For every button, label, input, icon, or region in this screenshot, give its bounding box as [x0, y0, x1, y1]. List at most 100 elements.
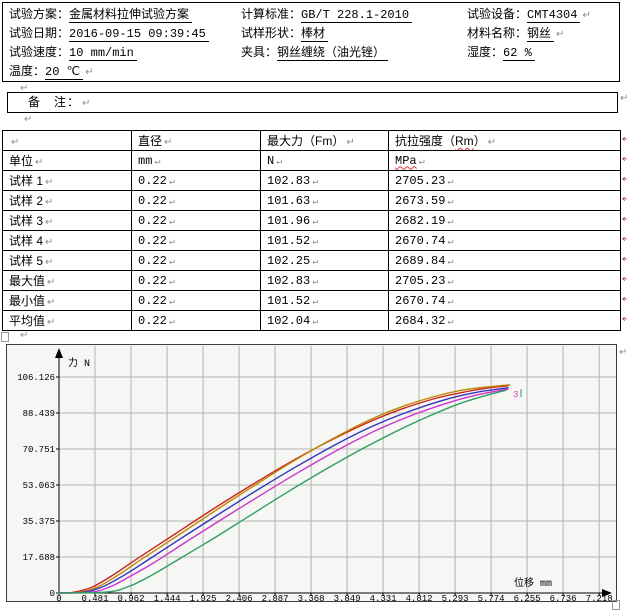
field-test-speed: 试验速度：10 mm/min — [9, 43, 241, 62]
row-label-cell: 试样 1 ↵ — [2, 170, 132, 191]
row-end-pilcrow-mark: ↵ — [622, 314, 627, 325]
value-cell: 直径 ↵ — [131, 130, 261, 151]
field-material-label: 材料名称： — [467, 26, 528, 40]
field-test-plan-value[interactable]: 金属材料拉伸试验方案 — [69, 8, 193, 23]
pilcrow-mark: ↵ — [556, 29, 565, 40]
pilcrow-mark: ↵ — [312, 296, 319, 308]
curve-sample-2 — [58, 384, 511, 594]
pilcrow-mark: ↵ — [447, 216, 454, 228]
pilcrow-mark: ↵ — [447, 316, 454, 328]
field-standard-value[interactable]: GB/T 228.1-2010 — [301, 8, 413, 23]
value-cell: 2673.59 ↵ — [388, 190, 621, 211]
pilcrow-mark: ↵ — [447, 196, 454, 208]
field-fixture-value[interactable]: 钢丝缠绕（油光锉） — [277, 46, 389, 61]
field-test-speed-label: 试验速度： — [9, 45, 70, 59]
value-cell: 2682.19 ↵ — [388, 210, 621, 231]
x-tick-label: 6.736 — [550, 594, 577, 601]
field-test-speed-value[interactable]: 10 mm/min — [69, 46, 137, 61]
curve-sample-4 — [58, 388, 509, 594]
field-sample-shape-value[interactable]: 棒材 — [301, 27, 329, 42]
x-tick-label: 4.812 — [406, 594, 433, 601]
value-cell: MPa ↵ — [388, 150, 621, 171]
x-tick-label: 1.444 — [154, 594, 181, 601]
pilcrow-mark: ↵ — [447, 176, 454, 188]
value-cell: 抗拉强度（Rm） ↵ — [388, 130, 621, 151]
field-fixture-label: 夹具： — [241, 45, 278, 59]
pilcrow-mark: ↵ — [619, 347, 627, 358]
field-humidity: 湿度：62 % — [467, 43, 619, 62]
value-cell: 101.52 ↵ — [260, 230, 389, 251]
pilcrow-mark: ↵ — [168, 196, 175, 208]
field-device-label: 试验设备： — [467, 7, 528, 21]
value-cell: 0.22 ↵ — [131, 190, 261, 211]
x-tick-label: 5.293 — [442, 594, 469, 601]
pilcrow-mark: ↵ — [168, 316, 175, 328]
value-cell: 0.22 ↵ — [131, 170, 261, 191]
pilcrow-mark: ↵ — [312, 176, 319, 188]
table-row: 试样 4 ↵ 0.22 ↵ 101.52 ↵ 2670.74 ↵ — [2, 230, 621, 251]
value-cell: 0.22 ↵ — [131, 250, 261, 271]
chart-svg: 0 0.481 0.962 1.444 1.925 2.406 2.887 3.368 3.84… — [17, 346, 616, 601]
value-cell: 102.83 ↵ — [260, 170, 389, 191]
x-tick-label: 5.774 — [478, 594, 505, 601]
remarks-box[interactable]: 备 注： ↵ — [7, 92, 618, 113]
x-tick-label: 0.481 — [81, 594, 108, 601]
object-anchor-mark — [1, 332, 9, 342]
pilcrow-mark: ↵ — [582, 10, 591, 21]
value-cell: mm ↵ — [131, 150, 261, 171]
pilcrow-mark: ↵ — [346, 137, 355, 148]
value-cell: 2670.74 ↵ — [388, 230, 621, 251]
value-cell: 0.22 ↵ — [131, 210, 261, 231]
field-humidity-value[interactable]: 62 % — [503, 46, 535, 61]
table-row-end-marks: ↵ ↵ ↵ ↵ ↵ ↵ ↵ ↵ ↵ ↵ — [622, 130, 627, 330]
row-label-cell: 单位 ↵ — [2, 150, 132, 171]
value-cell: 102.04 ↵ — [260, 310, 389, 331]
row-label-cell: 试样 4 ↵ — [2, 230, 132, 251]
value-cell: 最大力（Fm） ↵ — [260, 130, 389, 151]
field-temperature-label: 温度： — [9, 64, 46, 78]
curve-sample-5 — [58, 389, 507, 594]
y-tick-label: 88.439 — [23, 409, 55, 419]
pilcrow-mark: ↵ — [82, 98, 92, 109]
field-temperature: 温度：20 ℃ ↵ — [9, 62, 241, 81]
x-tick-label: 0.962 — [117, 594, 144, 601]
pilcrow-mark: ↵ — [312, 256, 319, 268]
field-material-value[interactable]: 钢丝 — [527, 27, 555, 42]
pilcrow-mark: ↵ — [47, 317, 56, 328]
y-tick-label: 106.126 — [17, 373, 55, 383]
table-row: 试样 2 ↵ 0.22 ↵ 101.63 ↵ 2673.59 ↵ — [2, 190, 621, 211]
value-cell: 101.63 ↵ — [260, 190, 389, 211]
field-test-date-value[interactable]: 2016-09-15 09:39:45 — [69, 27, 209, 42]
pilcrow-mark: ↵ — [11, 136, 20, 148]
pilcrow-mark: ↵ — [487, 137, 497, 148]
value-cell: 2705.23 ↵ — [388, 270, 621, 291]
x-tick-label: 7.218 — [586, 594, 613, 601]
curve-end-label: 3 — [513, 390, 518, 400]
x-tick-label: 6.255 — [514, 594, 541, 601]
field-device-value[interactable]: CMT4304 — [527, 8, 581, 23]
pilcrow-mark: ↵ — [312, 276, 319, 288]
value-cell: 102.83 ↵ — [260, 270, 389, 291]
table-row: 试样 5 ↵ 0.22 ↵ 102.25 ↵ 2689.84 ↵ — [2, 250, 621, 271]
row-end-pilcrow-mark: ↵ — [622, 154, 627, 165]
pilcrow-mark: ↵ — [85, 67, 94, 78]
table-row: 试样 3 ↵ 0.22 ↵ 101.96 ↵ 2682.19 ↵ — [2, 210, 621, 231]
value-cell: 0.22 ↵ — [131, 310, 261, 331]
x-tick-label: 2.406 — [226, 594, 253, 601]
remarks-label: 备 注： — [28, 95, 81, 109]
pilcrow-mark: ↵ — [312, 216, 319, 228]
x-axis-title: 位移 mm — [514, 576, 552, 590]
y-tick-label: 70.751 — [23, 445, 55, 455]
pilcrow-mark: ↵ — [45, 177, 54, 188]
pilcrow-mark: ↵ — [24, 114, 33, 125]
row-end-pilcrow-mark: ↵ — [622, 234, 627, 245]
pilcrow-mark: ↵ — [47, 297, 56, 308]
field-temperature-value[interactable]: 20 ℃ — [45, 65, 84, 80]
value-cell: 101.96 ↵ — [260, 210, 389, 231]
field-humidity-label: 湿度： — [467, 45, 504, 59]
x-tick-label: 4.331 — [370, 594, 397, 601]
pilcrow-mark: ↵ — [45, 197, 54, 208]
row-label-cell: ↵ — [2, 130, 132, 151]
row-end-pilcrow-mark: ↵ — [622, 254, 627, 265]
